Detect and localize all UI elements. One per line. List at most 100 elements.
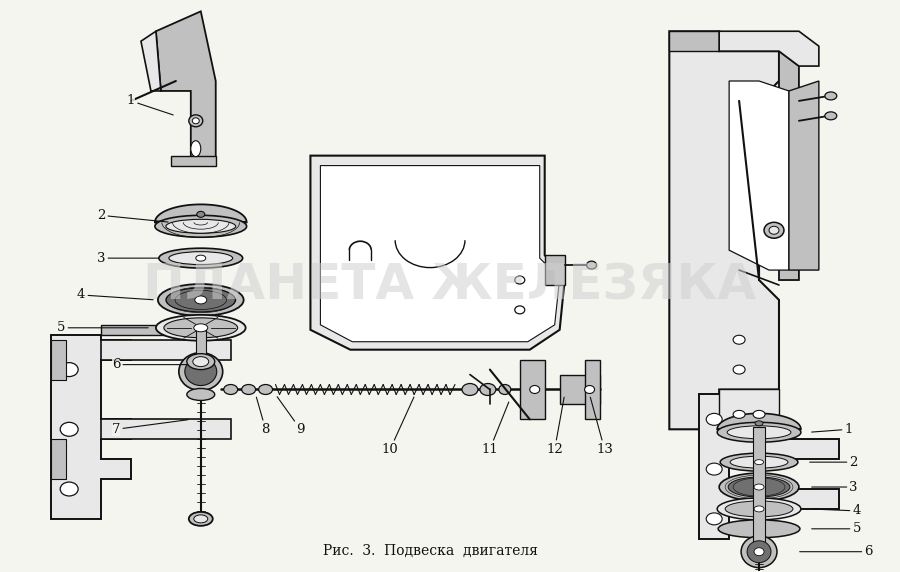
Ellipse shape (60, 422, 78, 436)
Text: 14: 14 (0, 571, 1, 572)
Polygon shape (560, 375, 599, 404)
Ellipse shape (824, 92, 837, 100)
Polygon shape (101, 340, 230, 360)
Ellipse shape (164, 318, 238, 337)
Text: 1: 1 (812, 423, 853, 436)
Ellipse shape (196, 255, 206, 261)
Ellipse shape (706, 463, 722, 475)
Text: 6: 6 (112, 358, 188, 371)
Text: 8: 8 (256, 397, 270, 436)
Ellipse shape (241, 384, 256, 395)
Ellipse shape (754, 548, 764, 555)
Polygon shape (670, 31, 779, 430)
Ellipse shape (224, 384, 238, 395)
Ellipse shape (197, 212, 205, 217)
Polygon shape (719, 51, 799, 280)
Ellipse shape (462, 383, 478, 395)
Polygon shape (101, 419, 230, 439)
Ellipse shape (718, 520, 800, 538)
Polygon shape (51, 340, 67, 380)
Polygon shape (155, 204, 247, 223)
Text: 2: 2 (810, 456, 858, 468)
Ellipse shape (169, 252, 233, 265)
Ellipse shape (719, 473, 799, 501)
Ellipse shape (585, 386, 595, 394)
Text: 1: 1 (127, 94, 173, 115)
Polygon shape (156, 11, 216, 161)
Polygon shape (171, 156, 216, 165)
Ellipse shape (156, 315, 246, 341)
Polygon shape (544, 255, 564, 285)
Polygon shape (51, 335, 131, 519)
Polygon shape (717, 414, 801, 430)
Ellipse shape (587, 261, 597, 269)
Ellipse shape (60, 363, 78, 376)
Polygon shape (699, 395, 839, 539)
Ellipse shape (741, 536, 777, 567)
Ellipse shape (187, 388, 215, 400)
Ellipse shape (734, 365, 745, 374)
Ellipse shape (769, 227, 779, 235)
Ellipse shape (734, 410, 745, 418)
Ellipse shape (191, 141, 201, 157)
Text: 6: 6 (800, 545, 873, 558)
Ellipse shape (720, 453, 798, 471)
Ellipse shape (480, 383, 496, 395)
Text: 11: 11 (482, 402, 508, 456)
Text: 12: 12 (546, 397, 564, 456)
Text: 3: 3 (97, 252, 158, 265)
Ellipse shape (764, 223, 784, 238)
Text: ПЛАНЕТА ЖЕЛЕЗЯКА: ПЛАНЕТА ЖЕЛЕЗЯКА (143, 261, 757, 309)
Ellipse shape (515, 276, 525, 284)
Ellipse shape (189, 115, 202, 127)
Ellipse shape (754, 526, 764, 532)
Ellipse shape (824, 112, 837, 120)
Ellipse shape (184, 358, 217, 386)
Text: 9: 9 (277, 397, 305, 436)
Ellipse shape (754, 460, 763, 464)
Polygon shape (320, 165, 560, 341)
Ellipse shape (755, 421, 763, 426)
Polygon shape (51, 439, 67, 479)
Ellipse shape (189, 512, 212, 526)
Ellipse shape (728, 477, 790, 497)
Text: 3: 3 (812, 480, 858, 494)
Ellipse shape (717, 498, 801, 520)
Ellipse shape (258, 384, 273, 395)
Polygon shape (719, 31, 819, 66)
Polygon shape (141, 31, 161, 91)
Polygon shape (585, 360, 599, 419)
Ellipse shape (754, 506, 764, 512)
Ellipse shape (194, 324, 208, 332)
Polygon shape (753, 427, 765, 554)
Polygon shape (196, 328, 206, 362)
Ellipse shape (753, 410, 765, 418)
Ellipse shape (499, 384, 511, 395)
Text: 4: 4 (812, 505, 861, 518)
Polygon shape (101, 325, 211, 335)
Ellipse shape (187, 353, 215, 370)
Text: 2: 2 (97, 209, 168, 222)
Ellipse shape (706, 414, 722, 426)
Polygon shape (310, 156, 564, 349)
Ellipse shape (179, 353, 222, 391)
Ellipse shape (166, 288, 236, 312)
Text: 7: 7 (112, 420, 188, 436)
Polygon shape (520, 360, 544, 419)
Ellipse shape (717, 422, 801, 442)
Text: Рис.  3.  Подвеска  двигателя: Рис. 3. Подвеска двигателя (322, 544, 537, 558)
Text: 5: 5 (57, 321, 148, 334)
Ellipse shape (155, 215, 247, 237)
Ellipse shape (754, 484, 764, 490)
Ellipse shape (725, 501, 793, 517)
Polygon shape (729, 81, 789, 270)
Ellipse shape (530, 386, 540, 394)
Ellipse shape (193, 357, 209, 367)
Ellipse shape (734, 335, 745, 344)
Text: 13: 13 (590, 397, 613, 456)
Ellipse shape (194, 296, 207, 304)
Ellipse shape (194, 515, 208, 523)
Polygon shape (670, 31, 719, 51)
Ellipse shape (158, 284, 244, 316)
Ellipse shape (747, 541, 771, 563)
